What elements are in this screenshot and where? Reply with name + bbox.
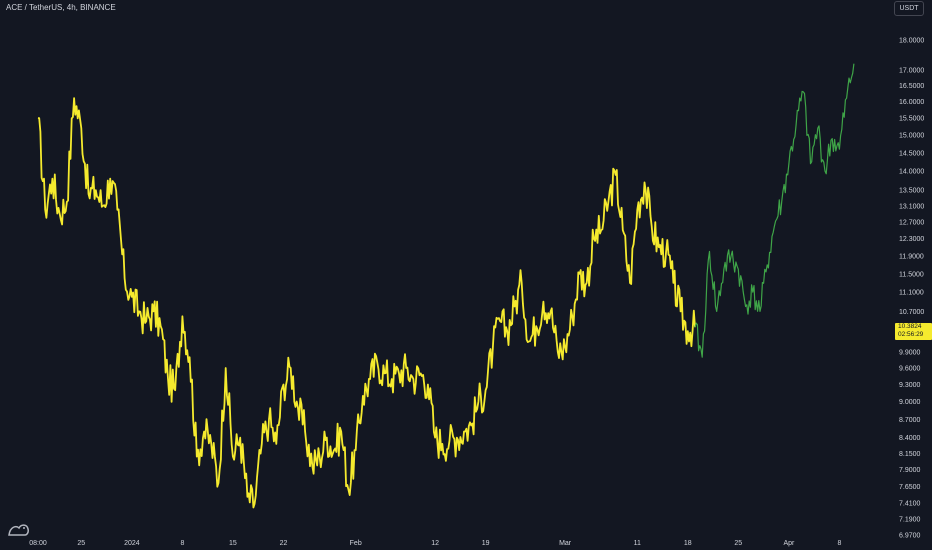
x-tick-label: 18: [684, 540, 692, 547]
x-tick-label: 08:00: [29, 540, 47, 547]
x-tick-label: 8: [180, 540, 184, 547]
time-axis[interactable]: 08:00 25 2024 8 15 22 Feb 12 19 Mar 11 18 25 Apr 8: [29, 540, 841, 547]
bar-countdown: 02:56:29: [898, 331, 924, 338]
x-tick-label: 25: [734, 540, 742, 547]
last-price-value: 10.3824: [898, 323, 922, 330]
y-tick-label: 15.0000: [899, 133, 924, 140]
y-tick-label: 7.4100: [899, 501, 921, 508]
y-tick-label: 8.7000: [899, 417, 921, 424]
y-tick-label: 16.5000: [899, 83, 924, 90]
y-tick-label: 10.7000: [899, 309, 924, 316]
x-tick-label: 25: [77, 540, 85, 547]
y-tick-label: 6.9700: [899, 533, 921, 540]
y-tick-label: 16.0000: [899, 99, 924, 106]
y-tick-label: 12.3000: [899, 236, 924, 243]
y-tick-label: 7.6500: [899, 484, 921, 491]
x-tick-label: Apr: [783, 540, 795, 547]
y-tick-label: 8.4000: [899, 435, 921, 442]
x-tick-label: 11: [634, 540, 641, 547]
x-tick-label: 12: [431, 540, 439, 547]
y-tick-label: 12.7000: [899, 220, 924, 227]
currency-button[interactable]: USDT: [894, 1, 924, 16]
price-projection-line: [694, 63, 855, 358]
y-tick-label: 17.0000: [899, 67, 924, 74]
y-tick-label: 9.9000: [899, 349, 921, 356]
price-history-line: [37, 97, 696, 509]
y-tick-label: 11.9000: [899, 253, 924, 260]
y-tick-label: 14.0000: [899, 169, 924, 176]
y-tick-label: 9.0000: [899, 399, 921, 406]
x-tick-label: Feb: [350, 540, 362, 547]
y-tick-label: 13.1000: [899, 203, 924, 210]
y-tick-label: 9.3000: [899, 382, 921, 389]
x-tick-label: 19: [482, 540, 490, 547]
price-axis[interactable]: 18.0000 17.0000 16.5000 16.0000 15.5000 15.00…: [899, 38, 924, 540]
y-tick-label: 11.1000: [899, 290, 924, 297]
y-tick-label: 15.5000: [899, 116, 924, 123]
x-tick-label: Mar: [559, 540, 572, 547]
y-tick-label: 8.1500: [899, 451, 921, 458]
x-tick-label: 15: [229, 540, 237, 547]
x-tick-label: 2024: [124, 540, 140, 547]
y-tick-label: 18.0000: [899, 38, 924, 45]
last-price-label: 10.3824 02:56:29: [895, 323, 932, 340]
y-tick-label: 11.5000: [899, 271, 924, 278]
y-tick-label: 7.1900: [899, 516, 921, 523]
symbol-title[interactable]: ACE / TetherUS, 4h, BINANCE: [6, 3, 116, 12]
x-tick-label: 22: [280, 540, 288, 547]
y-tick-label: 9.6000: [899, 366, 921, 373]
y-tick-label: 14.5000: [899, 150, 924, 157]
y-tick-label: 13.5000: [899, 188, 924, 195]
tradingview-logo-icon[interactable]: [8, 521, 30, 537]
x-tick-label: 8: [837, 540, 841, 547]
y-tick-label: 7.9000: [899, 467, 921, 474]
